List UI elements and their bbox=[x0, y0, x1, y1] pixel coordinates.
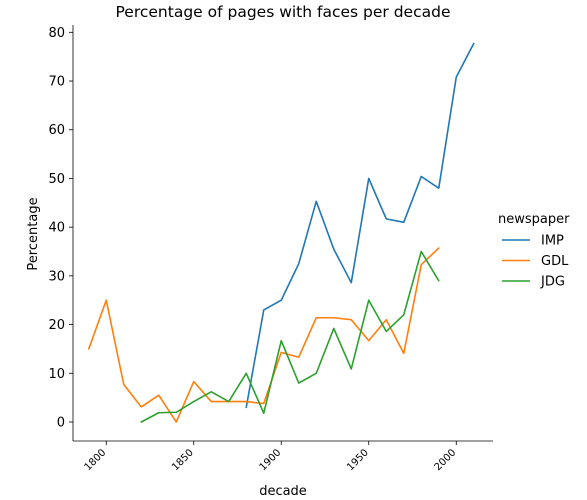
legend: newspaper IMP GDL JDG bbox=[498, 212, 570, 290]
x-axis-label: decade bbox=[259, 484, 307, 499]
series-line-jdg bbox=[140, 250, 440, 423]
x-tick-label: 2000 bbox=[433, 447, 459, 473]
x-tick-label: 1850 bbox=[170, 447, 196, 473]
legend-label-jdg: JDG bbox=[540, 275, 565, 290]
ticks: 0 10 20 30 40 50 60 70 80 1800 1850 1900 1950 2000 bbox=[48, 26, 458, 473]
x-tick-label: 1800 bbox=[83, 447, 109, 473]
chart-title: Percentage of pages with faces per decad… bbox=[116, 3, 451, 21]
legend-label-imp: IMP bbox=[541, 234, 564, 249]
series-line-imp bbox=[245, 42, 475, 409]
y-tick-label: 50 bbox=[48, 172, 65, 187]
legend-label-gdl: GDL bbox=[541, 254, 569, 269]
y-tick-label: 10 bbox=[48, 367, 65, 382]
y-tick-label: 20 bbox=[48, 318, 65, 333]
y-tick-label: 0 bbox=[57, 416, 65, 431]
plot-lines bbox=[87, 42, 475, 423]
y-tick-label: 40 bbox=[48, 221, 65, 236]
series-line-gdl bbox=[87, 247, 440, 423]
y-tick-label: 60 bbox=[48, 123, 65, 138]
legend-title: newspaper bbox=[498, 212, 570, 227]
y-axis-label: Percentage bbox=[26, 197, 41, 270]
x-tick-label: 1950 bbox=[345, 447, 371, 473]
y-tick-label: 30 bbox=[48, 269, 65, 284]
y-tick-label: 70 bbox=[48, 75, 65, 90]
x-tick-label: 1900 bbox=[258, 447, 284, 473]
y-tick-label: 80 bbox=[48, 26, 65, 41]
axes bbox=[72, 25, 493, 442]
